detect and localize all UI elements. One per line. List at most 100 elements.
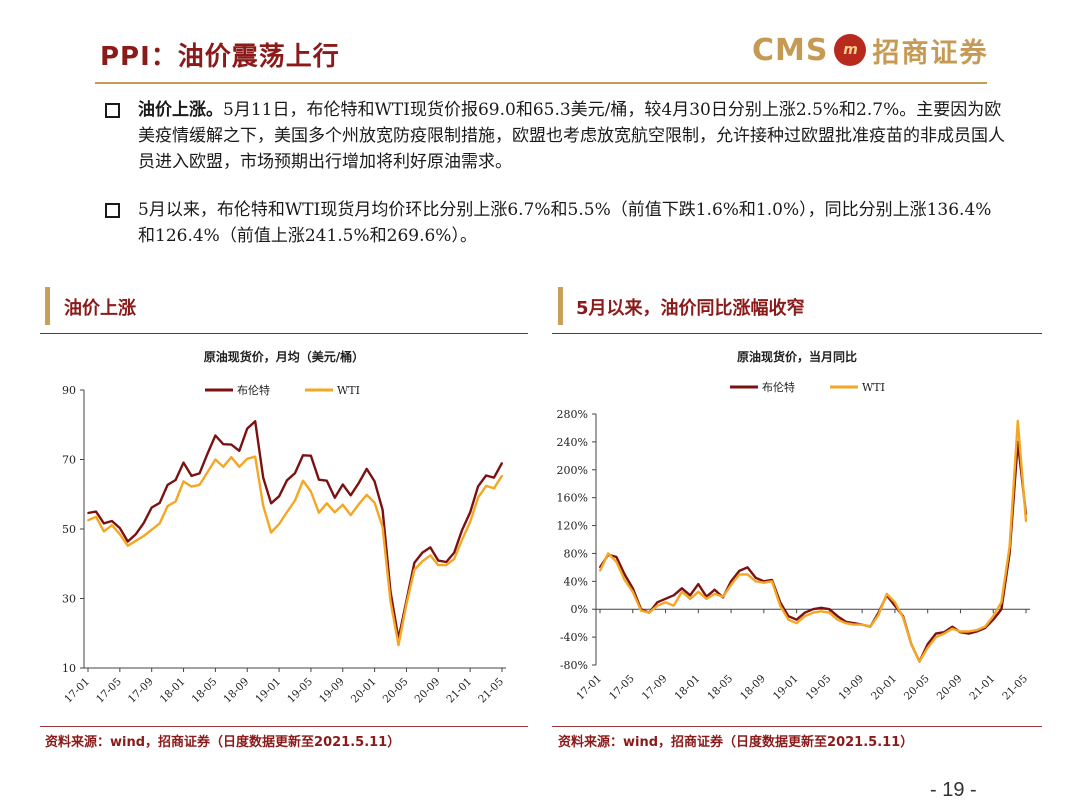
x-tick-label: 20-05 bbox=[381, 676, 411, 706]
data-point bbox=[413, 568, 416, 571]
data-point bbox=[286, 479, 288, 482]
data-point bbox=[689, 597, 692, 600]
right-bottom-rule bbox=[552, 726, 1042, 727]
data-point bbox=[373, 501, 376, 504]
data-point bbox=[469, 511, 472, 514]
data-point bbox=[190, 485, 193, 488]
left-section-title: 油价上涨 bbox=[64, 298, 136, 319]
data-point bbox=[681, 590, 683, 593]
data-point bbox=[413, 561, 416, 564]
data-point bbox=[959, 630, 962, 633]
data-point bbox=[828, 608, 831, 611]
data-point bbox=[664, 597, 667, 600]
data-point bbox=[493, 487, 495, 490]
data-point bbox=[87, 512, 89, 514]
data-point bbox=[910, 643, 913, 645]
chart-legend: 布伦特 WTI bbox=[205, 383, 360, 397]
data-point bbox=[341, 483, 344, 486]
logo-cms-text: CMS bbox=[752, 32, 829, 68]
data-point bbox=[771, 580, 773, 583]
data-point bbox=[198, 483, 201, 486]
data-point bbox=[631, 587, 634, 590]
data-point bbox=[278, 523, 280, 526]
y-tick-label: 90 bbox=[62, 384, 76, 397]
data-point bbox=[198, 472, 201, 475]
x-tick-label: 20-09 bbox=[935, 673, 965, 703]
data-point bbox=[103, 530, 105, 533]
data-point bbox=[182, 480, 185, 483]
data-point bbox=[214, 458, 217, 461]
data-point bbox=[238, 465, 241, 468]
data-point bbox=[623, 579, 626, 581]
data-point bbox=[349, 494, 352, 497]
x-tick-label: 17-09 bbox=[640, 673, 670, 703]
data-point bbox=[222, 443, 225, 446]
x-tick-label: 18-09 bbox=[738, 673, 768, 703]
data-point bbox=[405, 602, 408, 605]
data-point bbox=[270, 531, 273, 534]
data-point bbox=[836, 615, 839, 618]
right-yoy-chart: 布伦特 WTI -80% -40% 0% 40% 80% 120% 160% 200% 240% 28… bbox=[557, 380, 1031, 703]
data-point bbox=[795, 622, 798, 625]
data-point bbox=[477, 485, 480, 488]
y-tick-label: -40% bbox=[560, 631, 588, 644]
data-point bbox=[918, 660, 921, 663]
data-point bbox=[357, 503, 360, 506]
data-point bbox=[373, 480, 376, 483]
chart-legend: 布伦特 WTI bbox=[730, 380, 885, 394]
data-point bbox=[246, 457, 249, 460]
data-point bbox=[302, 479, 304, 482]
data-point bbox=[230, 443, 233, 446]
data-point bbox=[95, 515, 97, 518]
data-point bbox=[310, 490, 312, 493]
series-brent bbox=[598, 440, 1028, 663]
data-point bbox=[607, 552, 610, 555]
data-point bbox=[142, 535, 145, 537]
x-tick-label: 20-05 bbox=[902, 673, 932, 703]
data-point bbox=[713, 588, 716, 591]
data-point bbox=[87, 519, 89, 522]
data-point bbox=[126, 544, 129, 547]
data-point bbox=[1000, 608, 1003, 611]
x-tick-label: 17-09 bbox=[126, 676, 156, 706]
left-section-rule bbox=[40, 333, 528, 334]
data-point bbox=[389, 600, 392, 603]
data-point bbox=[230, 456, 233, 458]
data-point bbox=[689, 594, 692, 597]
left-chart-title: 原油现货价，月均（美元/桶） bbox=[203, 350, 365, 364]
data-point bbox=[746, 566, 749, 569]
data-point bbox=[934, 632, 937, 635]
data-point bbox=[166, 483, 169, 486]
data-point bbox=[640, 609, 642, 612]
data-point bbox=[174, 500, 177, 503]
data-point bbox=[142, 522, 145, 524]
data-point bbox=[844, 622, 847, 625]
data-point bbox=[453, 551, 456, 554]
x-tick-label: 19-05 bbox=[285, 676, 315, 706]
data-point bbox=[485, 474, 487, 477]
x-tick-label: 20-01 bbox=[869, 673, 899, 703]
data-point bbox=[926, 643, 929, 645]
data-point bbox=[158, 522, 161, 525]
y-tick-label: -80% bbox=[560, 659, 588, 672]
data-point bbox=[820, 610, 823, 613]
x-tick-label: 17-01 bbox=[574, 673, 604, 703]
right-section-rule bbox=[552, 333, 1042, 334]
data-point bbox=[1025, 520, 1027, 523]
data-point bbox=[461, 538, 464, 541]
data-point bbox=[615, 556, 618, 558]
bullet-monthly-change: 5月以来，布伦特和WTI现货月均价环比分别上涨6.7%和5.5%（前值下跌1.6… bbox=[105, 197, 1005, 249]
data-point bbox=[461, 528, 464, 531]
x-tick-label: 17-05 bbox=[607, 673, 637, 703]
data-point bbox=[254, 420, 257, 423]
data-point bbox=[206, 453, 209, 455]
x-tick-label: 21-01 bbox=[967, 673, 997, 703]
data-point bbox=[803, 615, 806, 618]
legend-label: WTI bbox=[862, 381, 885, 394]
data-point bbox=[713, 592, 716, 595]
data-point bbox=[869, 625, 872, 628]
data-point bbox=[943, 632, 945, 635]
data-point bbox=[615, 560, 618, 563]
y-tick-label: 30 bbox=[62, 593, 76, 606]
